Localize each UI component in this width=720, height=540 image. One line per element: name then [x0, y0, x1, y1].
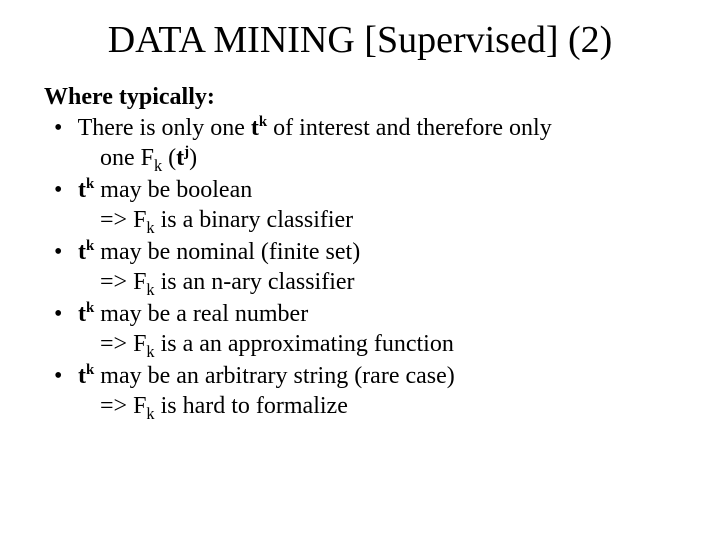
text: There is only one [78, 115, 251, 141]
text: is hard to formalize [155, 393, 348, 419]
text: may be a real number [94, 301, 308, 327]
text: => F [100, 269, 146, 295]
sub: k [146, 280, 154, 299]
implication: => Fk is an n-ary classifier [72, 267, 676, 297]
var-t: tj [176, 145, 189, 171]
bullet-list: There is only one tk of interest and the… [44, 113, 676, 421]
text: => F [100, 331, 146, 357]
slide-title: DATA MINING [Supervised] (2) [44, 18, 676, 62]
text: is a an approximating function [155, 331, 454, 357]
var-t: tk [251, 115, 267, 141]
var-t: tk [78, 301, 94, 327]
text: of interest and therefore only [267, 115, 552, 141]
lead-text: Where typically: [44, 84, 676, 111]
text: ) [189, 145, 197, 171]
var-t: tk [78, 177, 94, 203]
text: => F [100, 393, 146, 419]
list-item: tk may be boolean => Fk is a binary clas… [44, 175, 676, 235]
text: may be boolean [94, 177, 252, 203]
continuation: one Fk (tj) [72, 143, 676, 173]
sub: k [146, 342, 154, 361]
text: one F [100, 145, 154, 171]
text: => F [100, 207, 146, 233]
text: is an n-ary classifier [155, 269, 355, 295]
implication: => Fk is a an approximating function [72, 329, 676, 359]
sub: k [154, 156, 162, 175]
slide: DATA MINING [Supervised] (2) Where typic… [0, 0, 720, 540]
list-item: tk may be an arbitrary string (rare case… [44, 361, 676, 421]
text: may be an arbitrary string (rare case) [94, 363, 454, 389]
list-item: There is only one tk of interest and the… [44, 113, 676, 173]
list-item: tk may be a real number => Fk is a an ap… [44, 299, 676, 359]
var-t: tk [78, 239, 94, 265]
implication: => Fk is a binary classifier [72, 205, 676, 235]
text: is a binary classifier [155, 207, 354, 233]
text: ( [162, 145, 176, 171]
implication: => Fk is hard to formalize [72, 391, 676, 421]
var-t: tk [78, 363, 94, 389]
sub: k [146, 218, 154, 237]
text: may be nominal (finite set) [94, 239, 360, 265]
list-item: tk may be nominal (finite set) => Fk is … [44, 237, 676, 297]
sub: k [146, 404, 154, 423]
